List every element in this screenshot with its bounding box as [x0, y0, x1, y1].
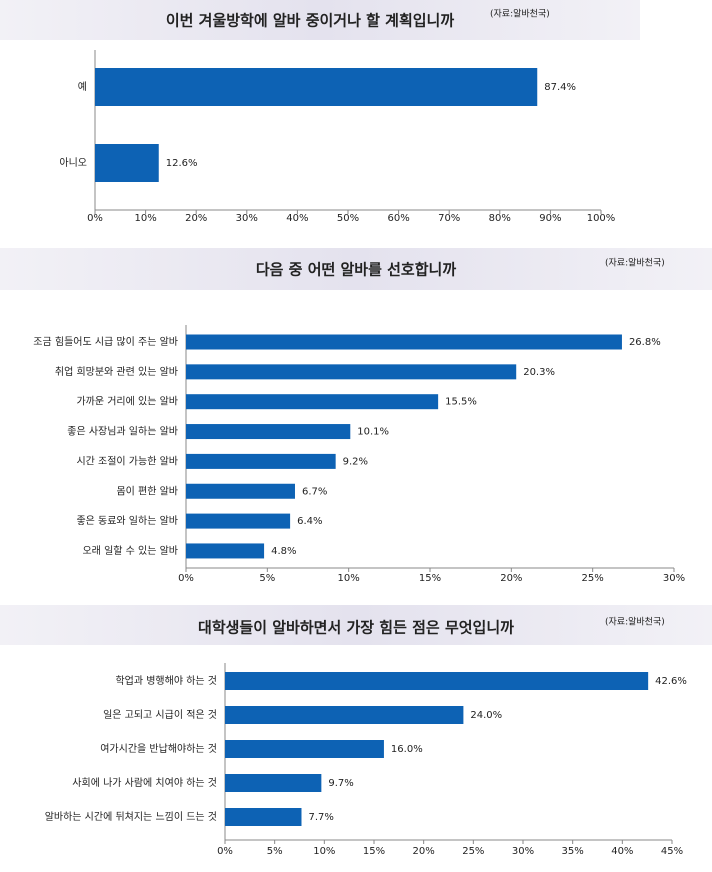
category-label: 가까운 거리에 있는 알바 [76, 396, 178, 408]
chart-title: 이번 겨울방학에 알바 중이거나 할 계획입니까 [166, 12, 455, 30]
x-tick-label: 20% [500, 573, 522, 584]
x-tick-label: 60% [387, 213, 409, 224]
value-label: 10.1% [357, 427, 389, 438]
x-tick-label: 10% [313, 846, 335, 857]
x-tick-label: 5% [267, 846, 283, 857]
x-tick-label: 10% [338, 573, 360, 584]
bar [225, 740, 384, 758]
bar [186, 513, 291, 529]
x-tick-label: 15% [363, 846, 385, 857]
value-label: 26.8% [629, 337, 661, 348]
category-label: 아니오 [59, 157, 87, 169]
category-label: 알바하는 시간에 뒤쳐지는 느낌이 드는 것 [45, 810, 217, 823]
category-label: 사회에 나가 사람에 치여야 하는 것 [72, 776, 217, 789]
value-label: 15.5% [445, 397, 477, 408]
bar [186, 543, 265, 559]
bar [95, 144, 159, 182]
category-label: 시간 조절이 가능한 알바 [76, 454, 178, 467]
bar [225, 774, 322, 792]
chart-title: 대학생들이 알바하면서 가장 힘든 점은 무엇입니까 [198, 619, 514, 637]
title-band [0, 0, 640, 40]
x-tick-label: 20% [413, 846, 435, 857]
category-label: 여가시간을 반납해야하는 것 [100, 742, 217, 755]
bar [186, 483, 295, 499]
bar [186, 364, 517, 380]
bar [95, 68, 538, 106]
x-tick-label: 20% [185, 213, 207, 224]
bar [225, 706, 464, 724]
category-label: 몸이 편한 알바 [116, 485, 178, 497]
x-tick-label: 80% [489, 213, 511, 224]
category-label: 좋은 동료와 일하는 알바 [76, 514, 178, 527]
x-tick-label: 45% [661, 846, 683, 857]
chart-title: 다음 중 어떤 알바를 선호합니까 [256, 261, 456, 279]
value-label: 20.3% [523, 367, 555, 378]
value-label: 16.0% [391, 744, 423, 755]
x-tick-label: 35% [562, 846, 584, 857]
value-label: 12.6% [166, 158, 198, 169]
bar [186, 453, 336, 469]
x-tick-label: 70% [438, 213, 460, 224]
source-note: (자료:알바천국) [605, 258, 665, 269]
value-label: 24.0% [470, 710, 502, 721]
bar [186, 394, 439, 410]
value-label: 6.4% [297, 516, 322, 527]
x-tick-label: 0% [217, 846, 233, 857]
x-tick-label: 30% [512, 846, 534, 857]
value-label: 4.8% [271, 546, 296, 557]
title-band [0, 605, 712, 645]
x-tick-label: 25% [462, 846, 484, 857]
value-label: 42.6% [655, 676, 687, 687]
x-tick-label: 0% [87, 213, 103, 224]
x-tick-label: 30% [663, 573, 685, 584]
value-label: 7.7% [308, 812, 333, 823]
x-tick-label: 30% [236, 213, 258, 224]
category-label: 취업 희망분와 관련 있는 알바 [55, 365, 178, 378]
bar [225, 808, 302, 826]
bar [186, 334, 622, 350]
x-tick-label: 90% [539, 213, 561, 224]
category-label: 일은 고되고 시급이 적은 것 [103, 709, 217, 721]
bar [225, 672, 649, 690]
value-label: 6.7% [302, 486, 327, 497]
bar [186, 424, 351, 440]
x-tick-label: 5% [259, 573, 275, 584]
category-label: 학업과 병행해야 하는 것 [115, 674, 217, 687]
x-tick-label: 10% [134, 213, 156, 224]
x-tick-label: 40% [611, 846, 633, 857]
category-label: 조금 힘들어도 시급 많이 주는 알바 [33, 336, 178, 348]
x-tick-label: 50% [337, 213, 359, 224]
category-label: 예 [78, 81, 87, 93]
x-tick-label: 25% [582, 573, 604, 584]
value-label: 87.4% [544, 82, 576, 93]
source-note: (자료:알바천국) [605, 617, 665, 628]
x-tick-label: 15% [419, 573, 441, 584]
title-band [0, 248, 712, 290]
value-label: 9.2% [343, 456, 368, 467]
source-note: (자료:알바천국) [490, 9, 550, 20]
x-tick-label: 100% [587, 213, 616, 224]
x-tick-label: 0% [178, 573, 194, 584]
category-label: 좋은 사장님과 일하는 알바 [67, 425, 178, 438]
category-label: 오래 일할 수 있는 알바 [82, 545, 178, 557]
x-tick-label: 40% [286, 213, 308, 224]
value-label: 9.7% [328, 778, 353, 789]
